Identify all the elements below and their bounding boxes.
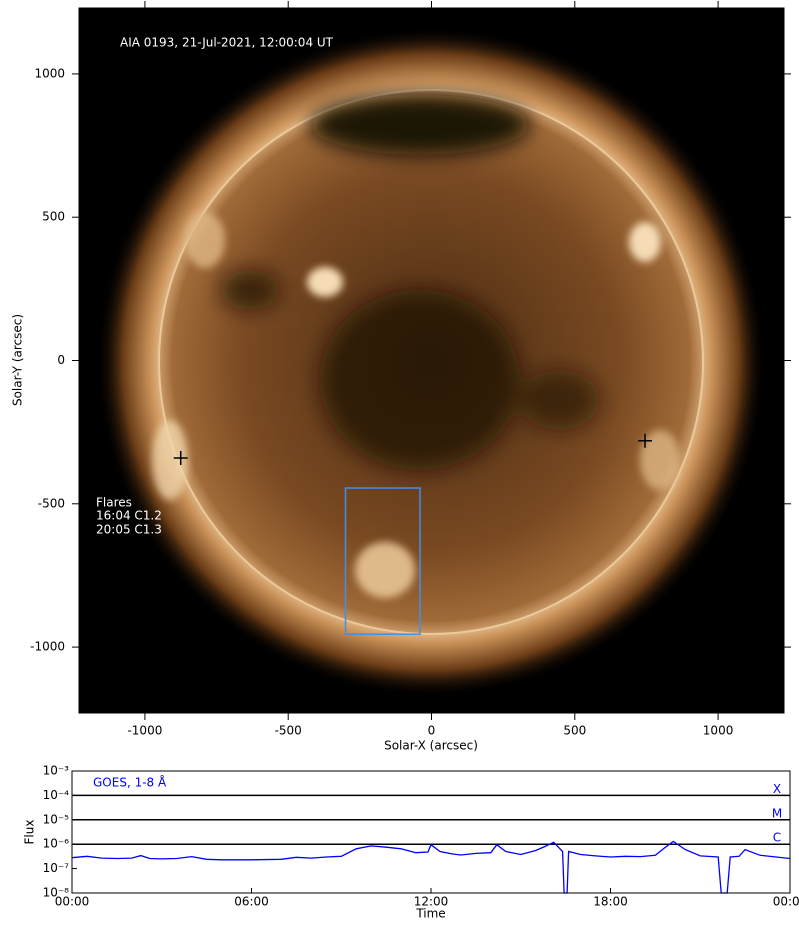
y-tick-label: 0 — [57, 353, 65, 367]
y-tick-label: -500 — [38, 496, 65, 510]
legend: GOES, 1-8 Å — [93, 775, 167, 790]
x-tick-label: 500 — [563, 724, 586, 738]
x-tick-label: 00:00 — [773, 895, 799, 909]
y-tick-label: 10⁻⁸ — [43, 886, 70, 900]
flare-marker — [173, 450, 188, 465]
x-tick-label: 12:00 — [414, 895, 449, 909]
active-regions — [152, 212, 680, 598]
y-tick-label: 1000 — [34, 66, 65, 80]
annotation: Flares — [96, 496, 132, 510]
x-tick-label: 06:00 — [234, 895, 269, 909]
x-tick-label: -1000 — [127, 724, 162, 738]
y-tick-label: 10⁻⁵ — [43, 812, 70, 826]
y-tick-label: 10⁻⁷ — [43, 861, 70, 875]
x-tick-label: 00:00 — [55, 895, 90, 909]
y-tick-label: 10⁻⁴ — [43, 788, 70, 802]
level-label: M — [772, 806, 782, 820]
x-tick-label: -500 — [275, 724, 302, 738]
plot-frame — [71, 770, 791, 894]
x-tick-label: 18:00 — [593, 895, 628, 909]
y-tick-label: 10⁻³ — [43, 764, 70, 778]
region-box — [344, 487, 421, 635]
y-axis-label: Solar-Y (arcsec) — [11, 314, 25, 406]
solar-image — [79, 8, 784, 713]
flare-marker — [638, 433, 653, 448]
level-label: X — [773, 782, 781, 796]
y-tick-label: -1000 — [30, 640, 65, 654]
disk-features — [220, 95, 600, 470]
annotation: 20:05 C1.3 — [96, 523, 162, 537]
y-tick-label: 500 — [42, 210, 65, 224]
annotation: 16:04 C1.2 — [96, 509, 162, 523]
x-tick-label: 0 — [428, 724, 436, 738]
flux-line — [71, 840, 791, 894]
y-tick-label: 10⁻⁶ — [43, 837, 70, 851]
y-axis-label: Flux — [23, 820, 37, 845]
image-title: AIA 0193, 21-Jul-2021, 12:00:04 UT — [120, 36, 334, 50]
level-label: C — [773, 831, 781, 845]
x-tick-label: 1000 — [703, 724, 734, 738]
x-axis-label: Time — [415, 907, 445, 921]
x-axis-label: Solar-X (arcsec) — [384, 739, 478, 753]
